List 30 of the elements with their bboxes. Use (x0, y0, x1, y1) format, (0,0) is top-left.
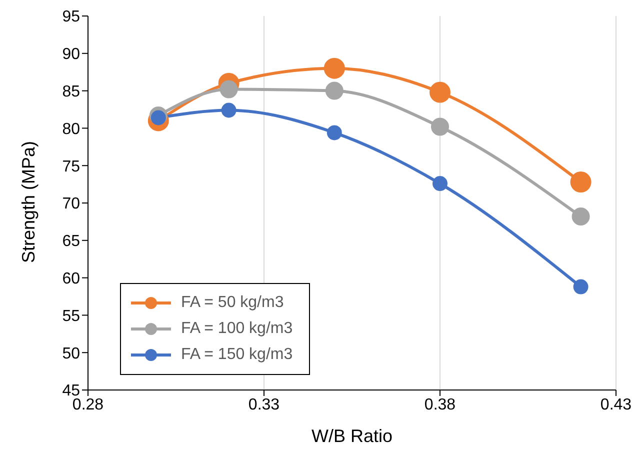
x-tick-label: 0.28 (72, 396, 104, 414)
point (324, 58, 345, 79)
point (221, 102, 236, 118)
y-tick-label: 55 (62, 308, 80, 325)
point (325, 82, 344, 100)
y-tick-label: 75 (62, 158, 80, 176)
point (431, 118, 449, 136)
y-tick-label: 85 (62, 83, 80, 100)
point (573, 279, 588, 294)
x-axis-title: W/B Ratio (311, 426, 393, 446)
y-tick-label: 90 (62, 46, 80, 64)
y-tick-label: 70 (62, 196, 80, 213)
y-tick-label: 80 (62, 120, 80, 138)
y-tick-label: 50 (62, 345, 80, 362)
point (570, 172, 592, 193)
x-tick-label: 0.33 (248, 396, 280, 414)
point (326, 125, 342, 140)
point (220, 80, 238, 98)
point (432, 176, 448, 192)
point (430, 82, 450, 103)
legend-label: FA = 100 kg/m3 (181, 320, 293, 338)
y-tick-label: 65 (62, 233, 80, 250)
point (572, 207, 590, 226)
y-axis-title: Strength (MPa) (18, 140, 38, 263)
legend-label: FA = 50 kg/m3 (181, 294, 284, 312)
legend-label: FA = 150 kg/m3 (181, 346, 293, 364)
x-tick-label: 0.38 (424, 396, 456, 414)
x-tick-label: 0.43 (600, 396, 632, 414)
y-tick-label: 95 (62, 8, 80, 26)
y-tick-label: 60 (62, 270, 80, 288)
